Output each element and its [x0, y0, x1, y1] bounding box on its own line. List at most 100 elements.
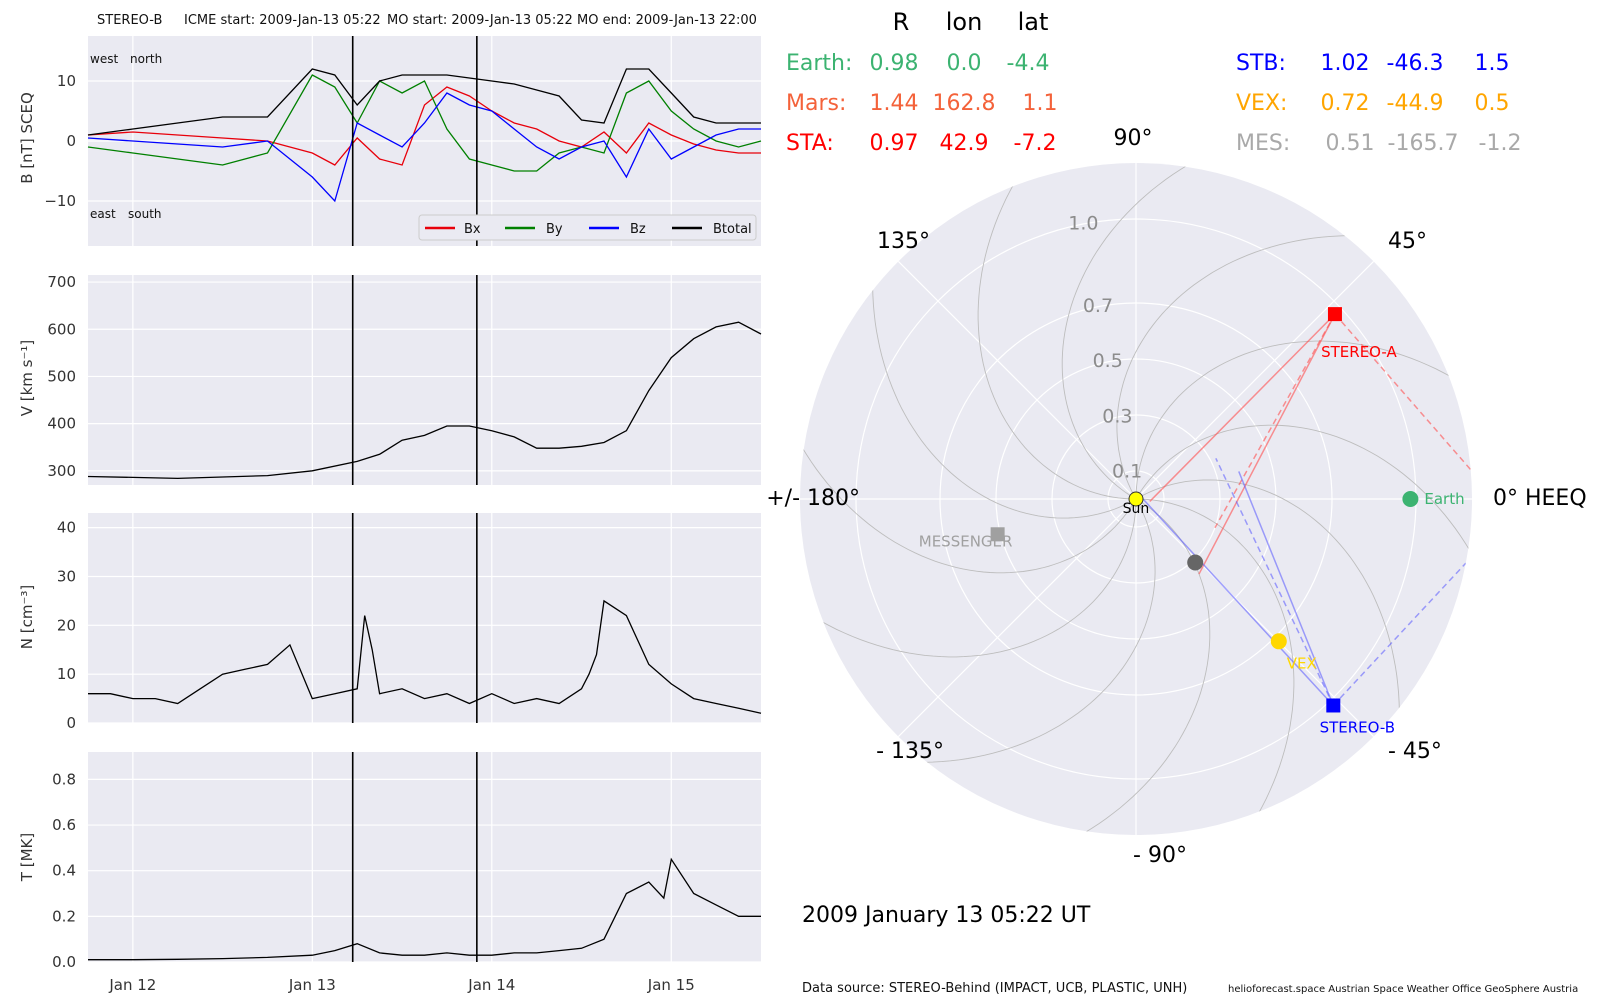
- radial-tick-label: 0.7: [1083, 295, 1113, 317]
- row-lon: 162.8: [933, 91, 996, 116]
- angular-grid-line: [897, 260, 1137, 500]
- y-tick-label: 20: [57, 616, 76, 634]
- mo-end: MO end: 2009-Jan-13 22:00: [577, 13, 757, 28]
- y-tick-label: 300: [47, 462, 76, 480]
- sta-fov-line: [1149, 313, 1336, 502]
- data-source: Data source: STEREO-Behind (IMPACT, UCB,…: [802, 981, 1187, 996]
- west-annotation: west: [90, 52, 118, 66]
- x-tick-label: Jan 12: [108, 976, 156, 994]
- y-tick-label: 0: [66, 132, 76, 150]
- north-annotation: north: [130, 52, 162, 66]
- angular-grid-line: [897, 498, 1137, 738]
- y-tick-label: 0.6: [52, 816, 76, 834]
- angle-0-label: 0° HEEQ: [1493, 486, 1587, 511]
- y-tick-label: 0.2: [52, 907, 76, 925]
- row-lon: -44.9: [1387, 91, 1444, 116]
- stb-fov-line: [1215, 458, 1334, 706]
- angle-m135-label: - 135°: [876, 739, 944, 764]
- row-lon: 0.0: [947, 51, 982, 76]
- series-line-btotal: [87, 68, 761, 136]
- panel-background: [88, 275, 761, 485]
- parker-spiral: [1135, 424, 1472, 568]
- sun-label: Sun: [1123, 501, 1150, 517]
- angle-m45-label: - 45°: [1388, 739, 1442, 764]
- row-lat: -7.2: [1014, 131, 1057, 156]
- row-lon: -46.3: [1387, 51, 1444, 76]
- stereo-b-marker: [1326, 698, 1341, 713]
- v-axis-label: V [km s⁻¹]: [18, 340, 36, 417]
- y-tick-label: 10: [57, 665, 76, 683]
- row-lon: 42.9: [940, 131, 989, 156]
- angular-grid-line: [1135, 498, 1375, 738]
- parker-spiral: [1116, 235, 1367, 500]
- x-tick-label: Jan 15: [647, 976, 695, 994]
- temperature-panel: 0.8 0.6 0.4 0.2 0.0 Jan 12 Jan 13 Jan 14 Jan 15: [52, 752, 761, 994]
- stb-fov-line: [1238, 471, 1335, 706]
- position-table: R lon lat Earth: 0.98 0.0 -4.4 Mars: 1.4…: [786, 8, 1521, 156]
- density-panel: 40 30 20 10 0: [57, 513, 762, 732]
- spacecraft-title: STEREO-B: [97, 13, 162, 28]
- row-earth: Earth: 0.98 0.0 -4.4: [786, 51, 1049, 76]
- row-r: 0.51: [1326, 131, 1375, 156]
- y-tick-label: 0: [66, 714, 76, 732]
- row-r: 1.44: [870, 91, 919, 116]
- sta-fov-line: [1334, 313, 1472, 471]
- row-lat: 0.5: [1475, 91, 1510, 116]
- b-legend: Bx By Bz Btotal: [418, 214, 757, 241]
- table-header-r: R: [893, 8, 910, 36]
- credits: helioforecast.space Austrian Space Weath…: [1228, 984, 1578, 995]
- angle-90-label: 90°: [1114, 126, 1153, 151]
- stereo-b-label: STEREO-B: [1320, 718, 1395, 736]
- stb-fov-line: [1140, 496, 1334, 706]
- row-lat: -1.2: [1479, 131, 1522, 156]
- stb-fov-line: [1332, 562, 1467, 706]
- radial-tick-label: 0.1: [1112, 460, 1142, 482]
- spacecraft-marker: [1187, 554, 1204, 571]
- angle-180-label: +/- 180°: [766, 486, 860, 511]
- row-lon: -165.7: [1388, 131, 1459, 156]
- series-line-t: [88, 857, 761, 961]
- y-tick-label: 10: [57, 72, 76, 90]
- parker-spiral: [1135, 498, 1295, 831]
- row-r: 0.97: [870, 131, 919, 156]
- radial-tick-label: 0.3: [1102, 405, 1132, 427]
- legend-bx: Bx: [464, 222, 481, 237]
- speed-panel: 700 600 500 400 300: [47, 273, 762, 485]
- y-tick-label: 40: [57, 519, 76, 537]
- angle-45-label: 45°: [1388, 229, 1427, 254]
- stereo-a-marker: [1327, 307, 1342, 322]
- row-name: STA:: [786, 131, 834, 156]
- parker-spiral: [804, 498, 1137, 658]
- row-vex: VEX: 0.72 -44.9 0.5: [1236, 91, 1510, 116]
- row-lat: 1.5: [1475, 51, 1510, 76]
- row-name: Earth:: [786, 51, 852, 76]
- sun-marker: [1128, 491, 1144, 507]
- row-r: 0.72: [1321, 91, 1370, 116]
- radial-tick-label: 1.0: [1068, 212, 1098, 234]
- row-stb: STB: 1.02 -46.3 1.5: [1236, 51, 1510, 76]
- parker-spiral: [800, 430, 1137, 574]
- row-mes: MES: 0.51 -165.7 -1.2: [1236, 131, 1521, 156]
- y-tick-label: 600: [47, 320, 76, 338]
- y-tick-label: 500: [47, 367, 76, 385]
- sta-fov-line: [1214, 313, 1336, 529]
- row-lat: -4.4: [1007, 51, 1050, 76]
- y-tick-label: −10: [44, 192, 76, 210]
- y-tick-label: 0.4: [52, 862, 76, 880]
- parker-spirals: [800, 163, 1472, 835]
- y-tick-label: 700: [47, 273, 76, 291]
- y-tick-label: 30: [57, 567, 76, 585]
- stereo-a-label: STEREO-A: [1321, 343, 1397, 361]
- x-tick-label: Jan 13: [288, 976, 336, 994]
- row-r: 1.02: [1321, 51, 1370, 76]
- mo-start: MO start: 2009-Jan-13 05:22: [387, 13, 573, 28]
- row-name: STB:: [1236, 51, 1286, 76]
- row-lat: 1.1: [1023, 91, 1058, 116]
- series-line-n: [88, 599, 762, 714]
- angular-grid-line: [1135, 260, 1375, 500]
- series-line-v: [87, 321, 762, 480]
- y-tick-label: 0.8: [52, 770, 76, 788]
- angle-135-label: 135°: [877, 229, 930, 254]
- row-name: Mars:: [786, 91, 846, 116]
- row-sta: STA: 0.97 42.9 -7.2: [786, 131, 1056, 156]
